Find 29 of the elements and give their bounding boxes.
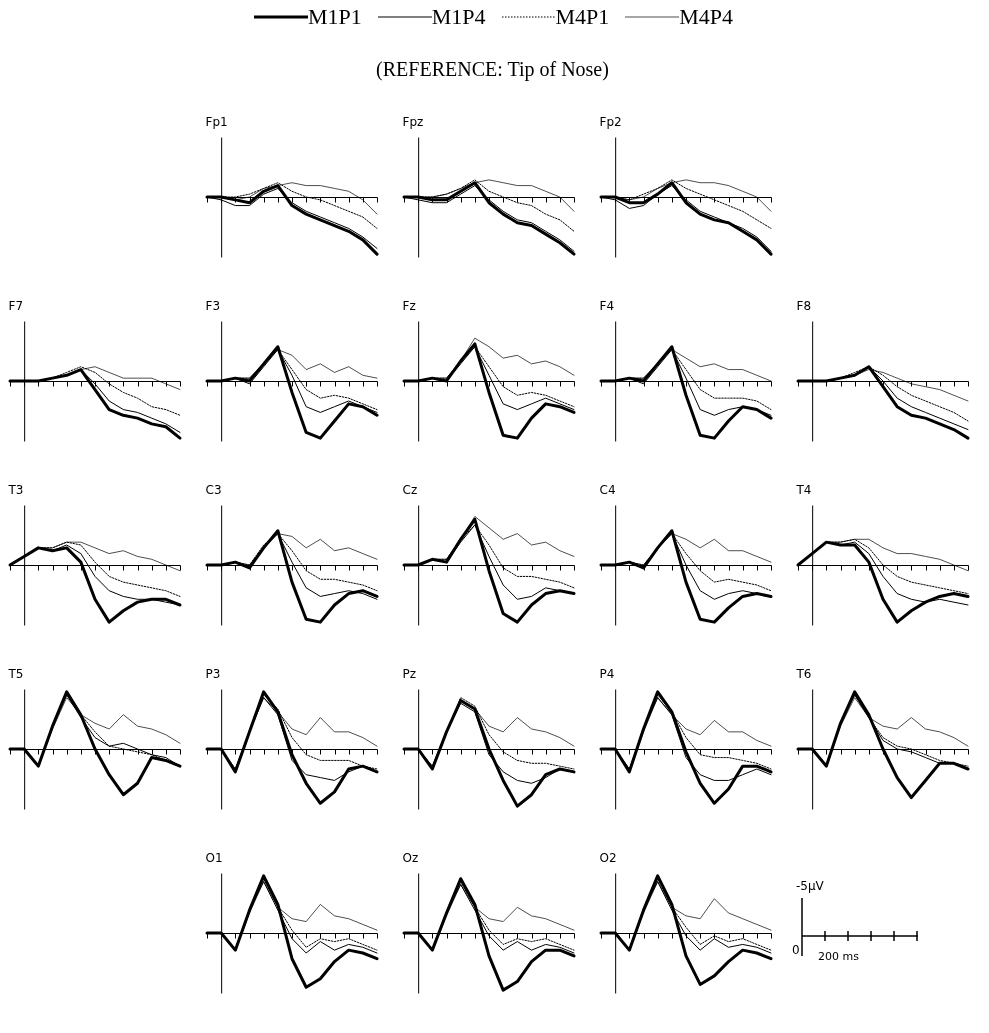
chart-title: P4: [599, 667, 615, 681]
legend-label: M1P1: [306, 4, 362, 30]
text: 0: [792, 943, 800, 957]
chart-title: T4: [795, 483, 812, 497]
legend-label: M4P4: [678, 4, 734, 30]
chart-title: Pz: [402, 667, 417, 681]
chart-title: P3: [205, 667, 221, 681]
text: (REFERENCE: Tip of Nose): [376, 58, 609, 80]
chart-title: Cz: [402, 483, 418, 497]
chart-title: T3: [7, 483, 24, 497]
chart-title: C3: [205, 483, 222, 497]
chart-title: C4: [599, 483, 616, 497]
chart-title: Fz: [402, 299, 416, 313]
chart-title: Oz: [402, 851, 419, 865]
chart-title: T6: [795, 667, 812, 681]
chart-title: Fp1: [205, 115, 228, 129]
legend-label: M4P1: [554, 4, 610, 30]
chart-title: T5: [7, 667, 24, 681]
text: -5μV: [796, 879, 825, 893]
chart-title: Fpz: [402, 115, 424, 129]
chart-title: F8: [796, 299, 812, 313]
chart-title: O2: [599, 851, 617, 865]
chart-title: Fp2: [599, 115, 622, 129]
chart-title: F3: [205, 299, 221, 313]
text: 200 ms: [818, 950, 860, 963]
legend-label: M1P4: [430, 4, 486, 30]
chart-title: F4: [599, 299, 615, 313]
chart-title: F7: [8, 299, 24, 313]
chart-title: O1: [205, 851, 223, 865]
